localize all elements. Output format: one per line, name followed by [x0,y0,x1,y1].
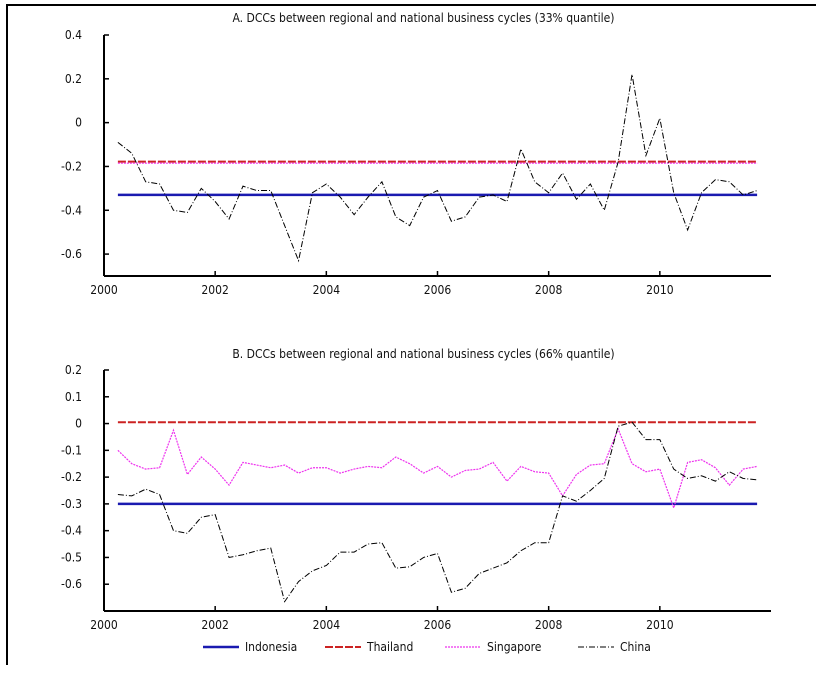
x-tick-label: 2006 [424,283,452,297]
y-tick-label: 0.2 [65,72,82,86]
y-tick-label: 0 [75,116,82,130]
chart-a: A. DCCs between regional and national bu… [61,11,771,297]
y-tick-label: -0.3 [61,497,82,511]
series-line-singapore [117,427,758,510]
x-tick-label: 2002 [201,283,228,297]
y-tick-label: -0.4 [61,203,82,217]
series-line-china [117,421,758,603]
x-tick-label: 2006 [424,618,452,632]
x-tick-label: 2002 [201,618,228,632]
y-tick-label: 0.1 [65,390,82,404]
y-tick-label: -0.1 [61,443,82,457]
x-tick-label: 2010 [646,618,674,632]
legend-label-indonesia: Indonesia [245,640,297,654]
chart-b: B. DCCs between regional and national bu… [61,347,771,632]
y-tick-label: -0.6 [61,577,82,591]
y-tick-label: 0 [75,417,82,431]
x-tick-label: 2010 [646,283,674,297]
y-tick-label: -0.2 [61,159,82,173]
legend-label-thailand: Thailand [366,640,413,654]
series-line-china [117,74,758,263]
figure-frame [6,4,816,665]
y-tick-label: -0.5 [61,550,82,564]
y-tick-label: 0.2 [65,363,82,377]
chart-title: A. DCCs between regional and national bu… [232,11,614,25]
x-tick-label: 2008 [535,618,563,632]
chart-title: B. DCCs between regional and national bu… [232,347,614,361]
x-tick-label: 2000 [90,618,118,632]
y-tick-label: -0.2 [61,470,82,484]
x-tick-label: 2004 [313,283,341,297]
legend: Indonesia Thailand Singapore China [203,640,651,654]
legend-label-china: China [620,640,651,654]
legend-label-singapore: Singapore [487,640,542,654]
x-tick-label: 2008 [535,283,563,297]
y-tick-label: -0.4 [61,524,82,538]
x-tick-label: 2004 [313,618,341,632]
y-tick-label: -0.6 [61,247,82,261]
y-tick-label: 0.4 [65,28,82,42]
x-tick-label: 2000 [90,283,118,297]
